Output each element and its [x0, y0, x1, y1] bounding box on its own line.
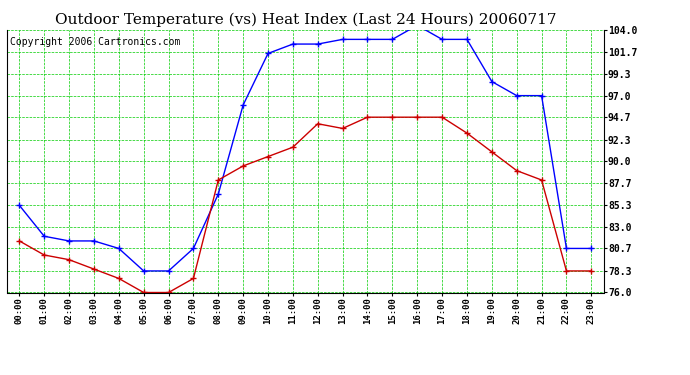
Title: Outdoor Temperature (vs) Heat Index (Last 24 Hours) 20060717: Outdoor Temperature (vs) Heat Index (Las… [55, 13, 556, 27]
Text: Copyright 2006 Cartronics.com: Copyright 2006 Cartronics.com [10, 37, 180, 46]
